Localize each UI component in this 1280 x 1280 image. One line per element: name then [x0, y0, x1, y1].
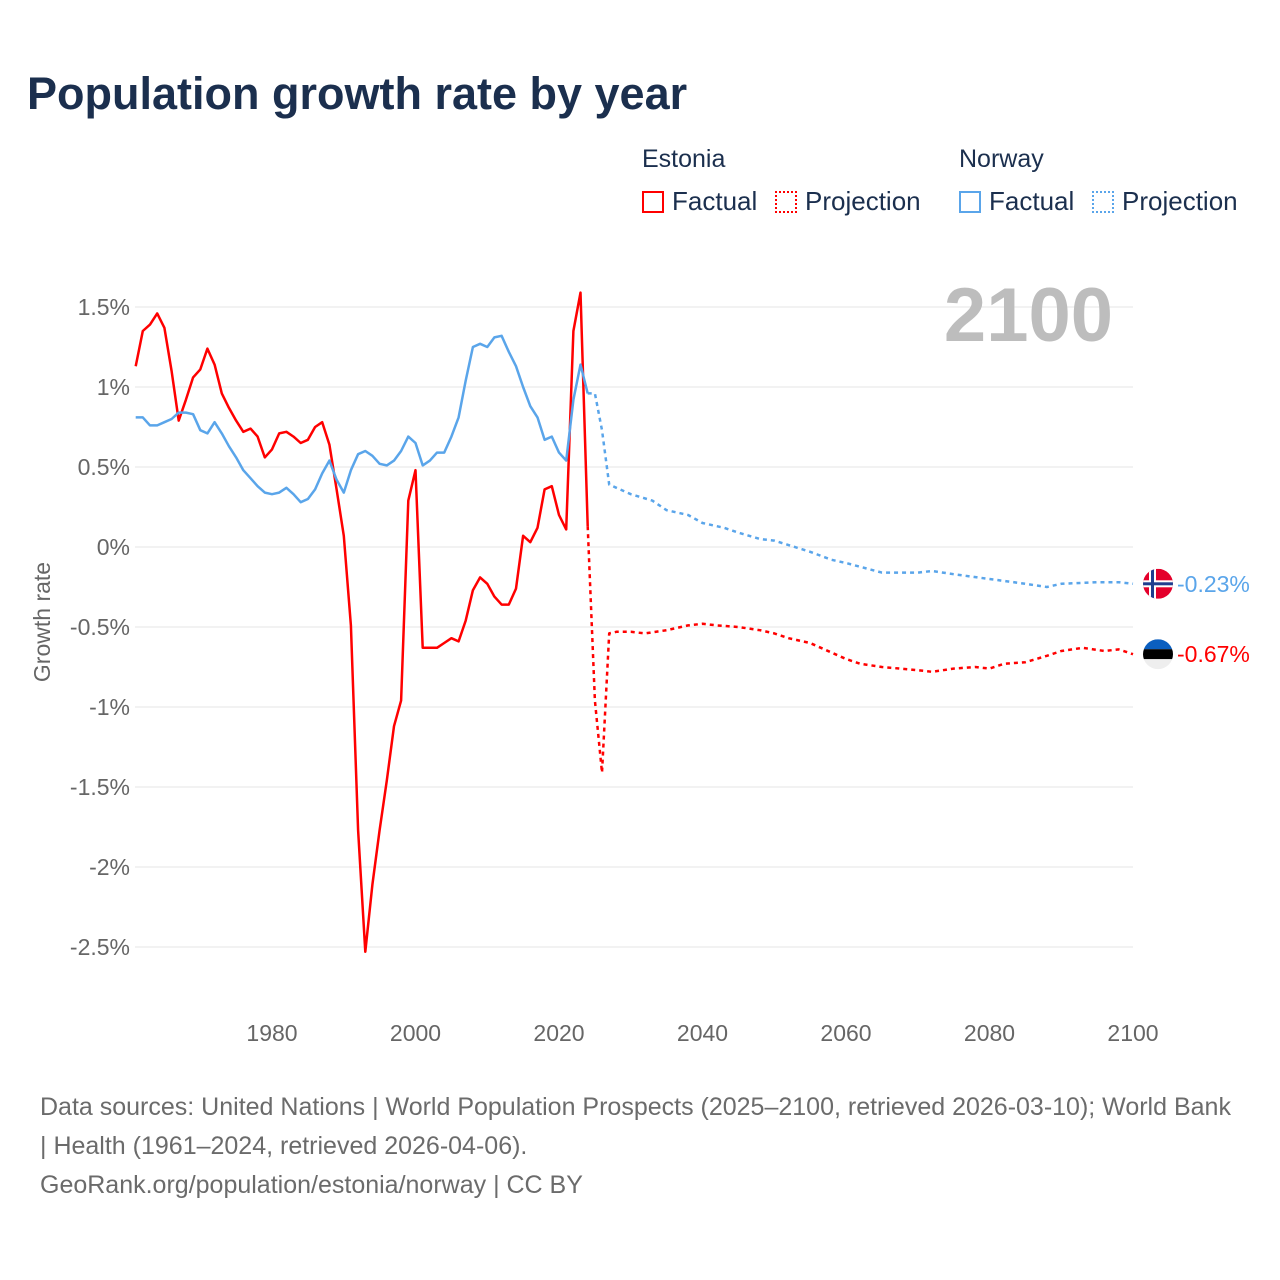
flag — [1143, 568, 1173, 599]
x-tick-label: 2100 — [1107, 1020, 1158, 1046]
y-axis-label: Growth rate — [29, 562, 55, 682]
y-tick-label: -2.5% — [70, 934, 130, 960]
legend-norway-projection[interactable]: Projection — [1092, 186, 1238, 217]
norway-projection-line — [587, 392, 1134, 589]
estonia-factual-line — [134, 291, 589, 954]
y-tick-label: 0% — [97, 534, 130, 560]
x-tick-label: 1980 — [246, 1020, 297, 1046]
legend-norway-heading: Norway — [959, 145, 1044, 173]
legend-estonia-heading: Estonia — [642, 145, 726, 173]
y-tick-label: 1.5% — [78, 294, 130, 320]
y-tick-label: -0.5% — [70, 614, 130, 640]
attribution-link[interactable]: GeoRank.org/population/estonia/norway | … — [40, 1171, 583, 1199]
legend-swatch — [642, 190, 664, 213]
y-tick-label: -1% — [89, 694, 130, 720]
legend-label: Factual — [672, 186, 758, 216]
estonia-end-label: -0.67% — [1177, 641, 1250, 667]
norway-end-label: -0.23% — [1177, 571, 1250, 597]
legend-label: Projection — [1122, 186, 1238, 216]
estonia-flag-icon — [1143, 639, 1173, 670]
x-tick-label: 2040 — [677, 1020, 728, 1046]
x-tick-label: 2060 — [820, 1020, 871, 1046]
legend-label: Factual — [989, 186, 1075, 216]
norway-flag-icon — [1143, 568, 1173, 599]
flag-cross-blue — [1143, 582, 1173, 586]
y-tick-label: 1% — [97, 374, 130, 400]
legend-label: Projection — [805, 186, 921, 216]
legend-swatch — [1092, 190, 1114, 213]
flag-black — [1143, 649, 1173, 660]
legend-estonia-factual[interactable]: Factual — [642, 186, 757, 217]
estonia-projection-line — [586, 526, 1134, 774]
flag-blue — [1143, 639, 1173, 650]
x-tick-label: 2000 — [390, 1020, 441, 1046]
legend-norway-factual[interactable]: Factual — [959, 186, 1074, 217]
legend-swatch — [959, 190, 981, 213]
footer: Data sources: United Nations | World Pop… — [40, 1088, 1240, 1205]
legend-estonia-projection[interactable]: Projection — [775, 186, 921, 217]
y-tick-label: -1.5% — [70, 774, 130, 800]
flag-white — [1143, 659, 1173, 670]
x-tick-label: 2080 — [964, 1020, 1015, 1046]
y-tick-label: 0.5% — [78, 454, 130, 480]
norway-factual-line — [135, 334, 589, 504]
flag — [1143, 639, 1173, 670]
data-sources: Data sources: United Nations | World Pop… — [40, 1093, 1231, 1160]
y-tick-label: -2% — [89, 854, 130, 880]
chart-title: Population growth rate by year — [27, 68, 688, 119]
current-year-label: 2100 — [943, 273, 1113, 358]
legend-swatch — [775, 190, 797, 213]
x-tick-label: 2020 — [533, 1020, 584, 1046]
